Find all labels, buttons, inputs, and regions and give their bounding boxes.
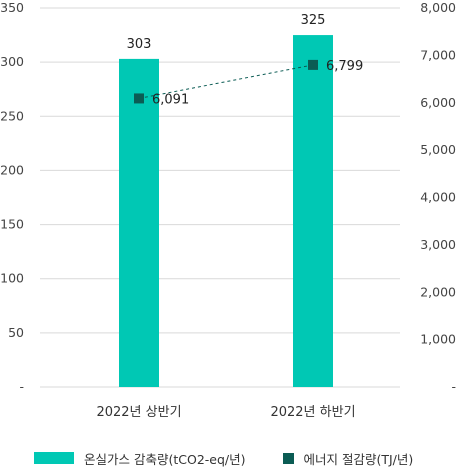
legend-swatch-line: [282, 452, 294, 464]
legend-item-bar: 온실가스 감축량(tCO2-eq/년): [0, 449, 246, 468]
right-tick-label: 5,000: [420, 142, 456, 157]
line-value-label: 6,091: [152, 92, 189, 107]
legend-label-line: 에너지 절감량(TJ/년): [303, 451, 414, 467]
bar-series: 303 325: [119, 13, 333, 387]
left-axis-ticks: - 50 100 150 200 250 300 350: [0, 0, 24, 394]
right-tick-label: 8,000: [420, 0, 456, 15]
left-tick-label: 100: [0, 271, 24, 286]
bar: [293, 35, 333, 387]
right-tick-label: 7,000: [420, 47, 456, 62]
right-tick-label: -: [451, 379, 456, 394]
gridlines: [40, 7, 400, 388]
right-tick-label: 1,000: [420, 332, 456, 347]
legend-swatch-bar: [34, 452, 74, 464]
line-point: [308, 59, 318, 70]
legend-item-line: 에너지 절감량(TJ/년): [246, 449, 414, 468]
left-tick-label: 50: [8, 325, 24, 340]
bar-value-label: 325: [301, 13, 326, 28]
line-point: [134, 93, 144, 104]
chart: - 50 100 150 200 250 300 350 - 1,000 2,000 3,000 4,…: [0, 0, 456, 420]
right-tick-label: 4,000: [420, 190, 456, 205]
legend: 온실가스 감축량(tCO2-eq/년) 에너지 절감량(TJ/년): [0, 448, 460, 468]
bar-value-label: 303: [127, 37, 152, 52]
right-tick-label: 2,000: [420, 284, 456, 299]
category-label: 2022년 상반기: [96, 405, 181, 420]
left-tick-label: -: [19, 379, 24, 394]
line-value-label: 6,799: [326, 59, 363, 74]
left-tick-label: 350: [0, 0, 24, 15]
category-label: 2022년 하반기: [270, 405, 355, 420]
right-axis-ticks: - 1,000 2,000 3,000 4,000 5,000 6,000 7,000 8,00…: [420, 0, 456, 394]
left-tick-label: 200: [0, 162, 24, 177]
legend-label-bar: 온실가스 감축량(tCO2-eq/년): [84, 451, 246, 467]
left-tick-label: 250: [0, 108, 24, 123]
line-series: 6,091 6,799: [134, 59, 363, 107]
right-tick-label: 3,000: [420, 237, 456, 252]
bar: [119, 58, 159, 387]
left-tick-label: 150: [0, 217, 24, 232]
left-tick-label: 300: [0, 54, 24, 69]
category-labels: 2022년 상반기 2022년 하반기: [96, 405, 355, 420]
right-tick-label: 6,000: [420, 95, 456, 110]
